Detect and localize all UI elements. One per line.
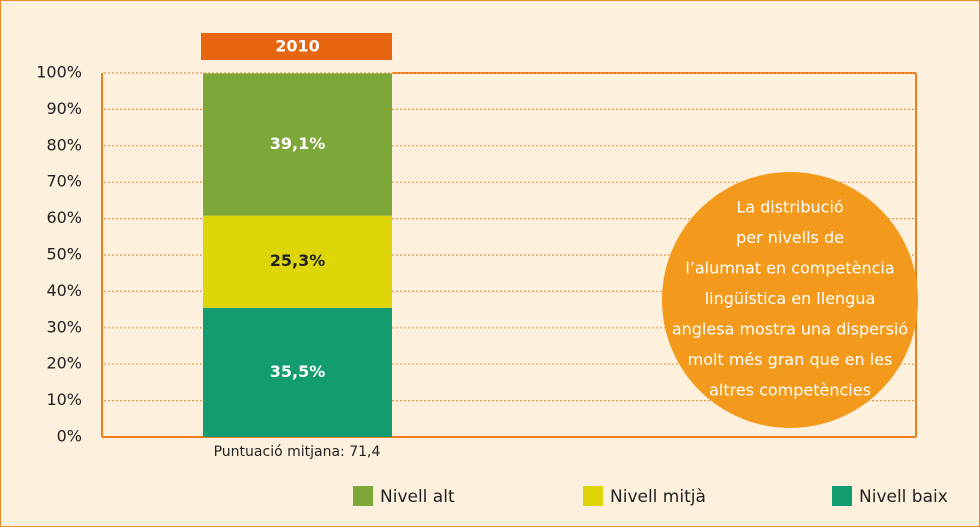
note: Puntuació mitjana: 71,4 bbox=[214, 444, 381, 460]
annotation-line: anglesa mostra una dispersió bbox=[672, 320, 908, 339]
y-tick-label: 50% bbox=[46, 245, 82, 264]
annotation-line: per nivells de bbox=[736, 228, 844, 247]
value-label: 35,5% bbox=[270, 362, 326, 381]
y-tick-label: 100% bbox=[36, 63, 82, 82]
annotation-line: lingüística en llengua bbox=[705, 289, 876, 308]
legend-label: Nivell alt bbox=[380, 487, 455, 507]
y-tick-label: 10% bbox=[46, 390, 82, 409]
value-label: 25,3% bbox=[270, 251, 326, 270]
y-tick-label: 60% bbox=[46, 208, 82, 227]
category-header bbox=[201, 33, 392, 60]
annotation-line: l’alumnat en competència bbox=[685, 259, 894, 278]
y-tick-label: 80% bbox=[46, 135, 82, 154]
y-tick-label: 20% bbox=[46, 354, 82, 373]
y-tick-label: 30% bbox=[46, 317, 82, 336]
y-tick-label: 70% bbox=[46, 172, 82, 191]
y-tick-label: 40% bbox=[46, 281, 82, 300]
y-tick-label: 90% bbox=[46, 99, 82, 118]
y-tick-label: 0% bbox=[57, 427, 82, 446]
bar-segment bbox=[203, 307, 392, 437]
x-category-label: 2010 bbox=[275, 37, 320, 56]
annotation-line: molt més gran que en les bbox=[688, 350, 893, 369]
legend-label: Nivell mitjà bbox=[610, 487, 706, 507]
legend-swatch bbox=[353, 486, 373, 506]
legend-swatch bbox=[832, 486, 852, 506]
annotation-line: altres competències bbox=[709, 381, 871, 400]
bar-segment bbox=[203, 73, 392, 216]
annotation-bubble bbox=[662, 172, 918, 428]
annotation-line: La distribució bbox=[736, 198, 843, 217]
legend-label: Nivell baix bbox=[859, 487, 948, 507]
value-label: 39,1% bbox=[270, 134, 326, 153]
legend-swatch bbox=[583, 486, 603, 506]
bar-segment bbox=[203, 215, 392, 308]
